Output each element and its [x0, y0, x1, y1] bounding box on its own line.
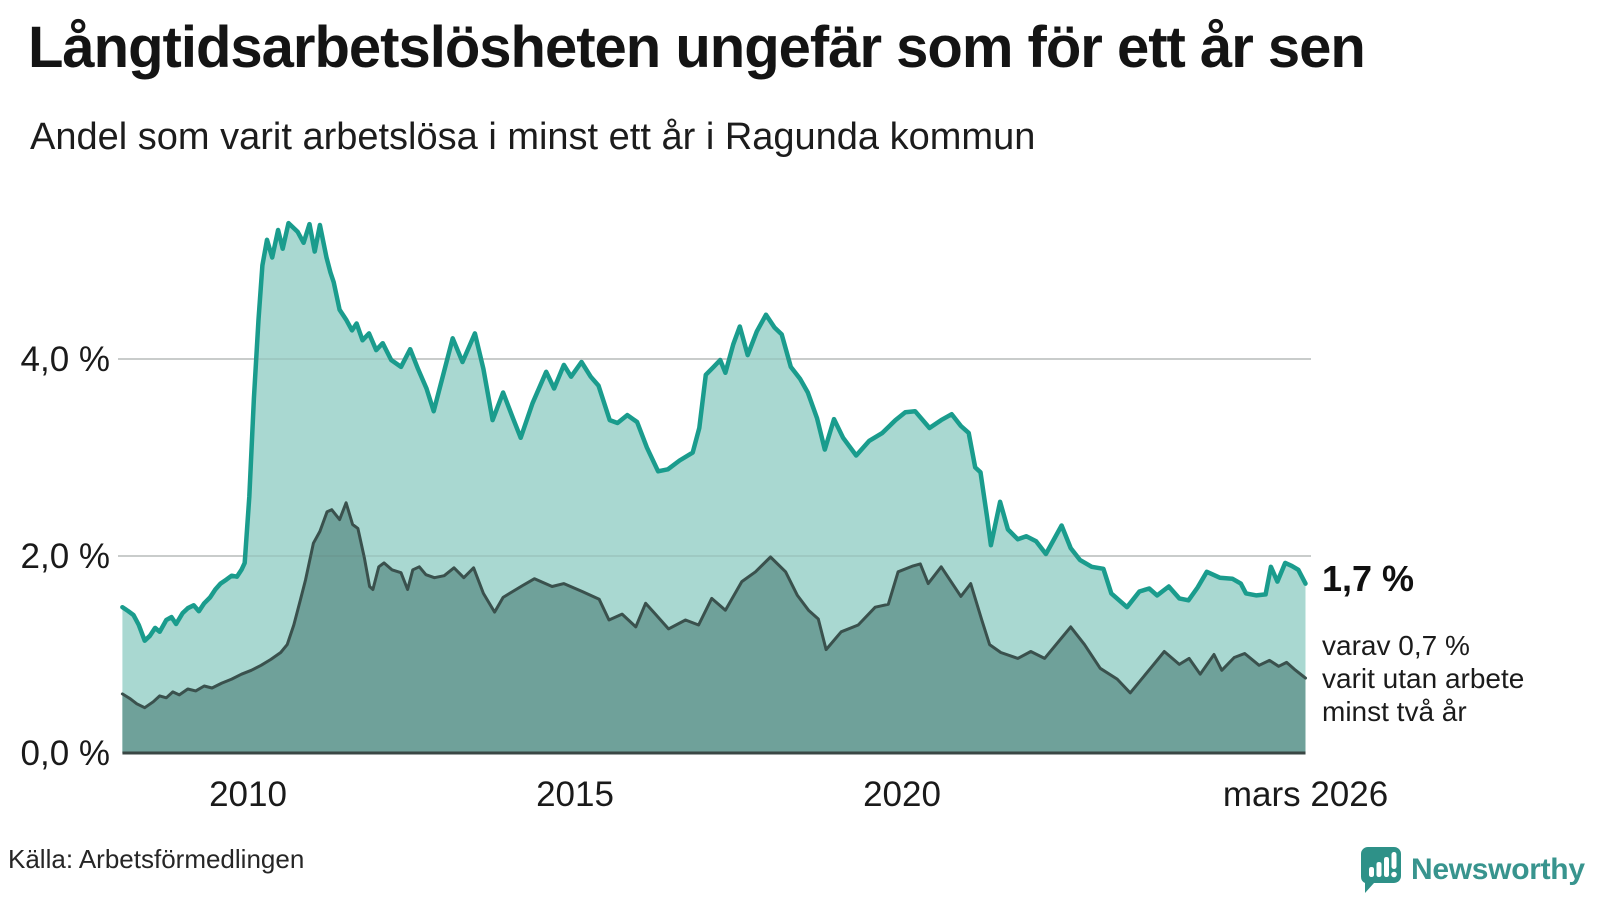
x-tick-label: 2020	[863, 775, 941, 814]
series-line-1	[120, 220, 1308, 643]
annotation-line-2: varit utan arbete	[1322, 663, 1525, 694]
series-area-2	[122, 502, 1306, 753]
x-tick-label: mars 2026	[1223, 775, 1388, 814]
x-tick-label: 2015	[536, 775, 614, 814]
page-title: Långtidsarbetslösheten ungefär som för e…	[28, 15, 1366, 80]
end-value-label: 1,7 %	[1322, 558, 1415, 599]
y-tick-label: 2,0 %	[21, 537, 111, 576]
source-credit: Källa: Arbetsförmedlingen	[8, 844, 305, 874]
secondary-annotation: varav 0,7 % varit utan arbete minst två …	[1322, 629, 1524, 728]
newsworthy-wordmark: Newsworthy	[1411, 853, 1585, 886]
newsworthy-bubble-icon	[1360, 847, 1401, 893]
page-subtitle: Andel som varit arbetslösa i minst ett å…	[30, 116, 1036, 158]
x-tick-label: 2010	[209, 775, 287, 814]
y-tick-label: 0,0 %	[21, 734, 111, 773]
annotation-line-3: minst två år	[1322, 696, 1467, 727]
annotation-line-1: varav 0,7 %	[1322, 630, 1470, 661]
y-tick-label: 4,0 %	[21, 340, 111, 379]
newsworthy-logo: Newsworthy	[1360, 845, 1585, 895]
series-line-2	[120, 501, 1307, 710]
